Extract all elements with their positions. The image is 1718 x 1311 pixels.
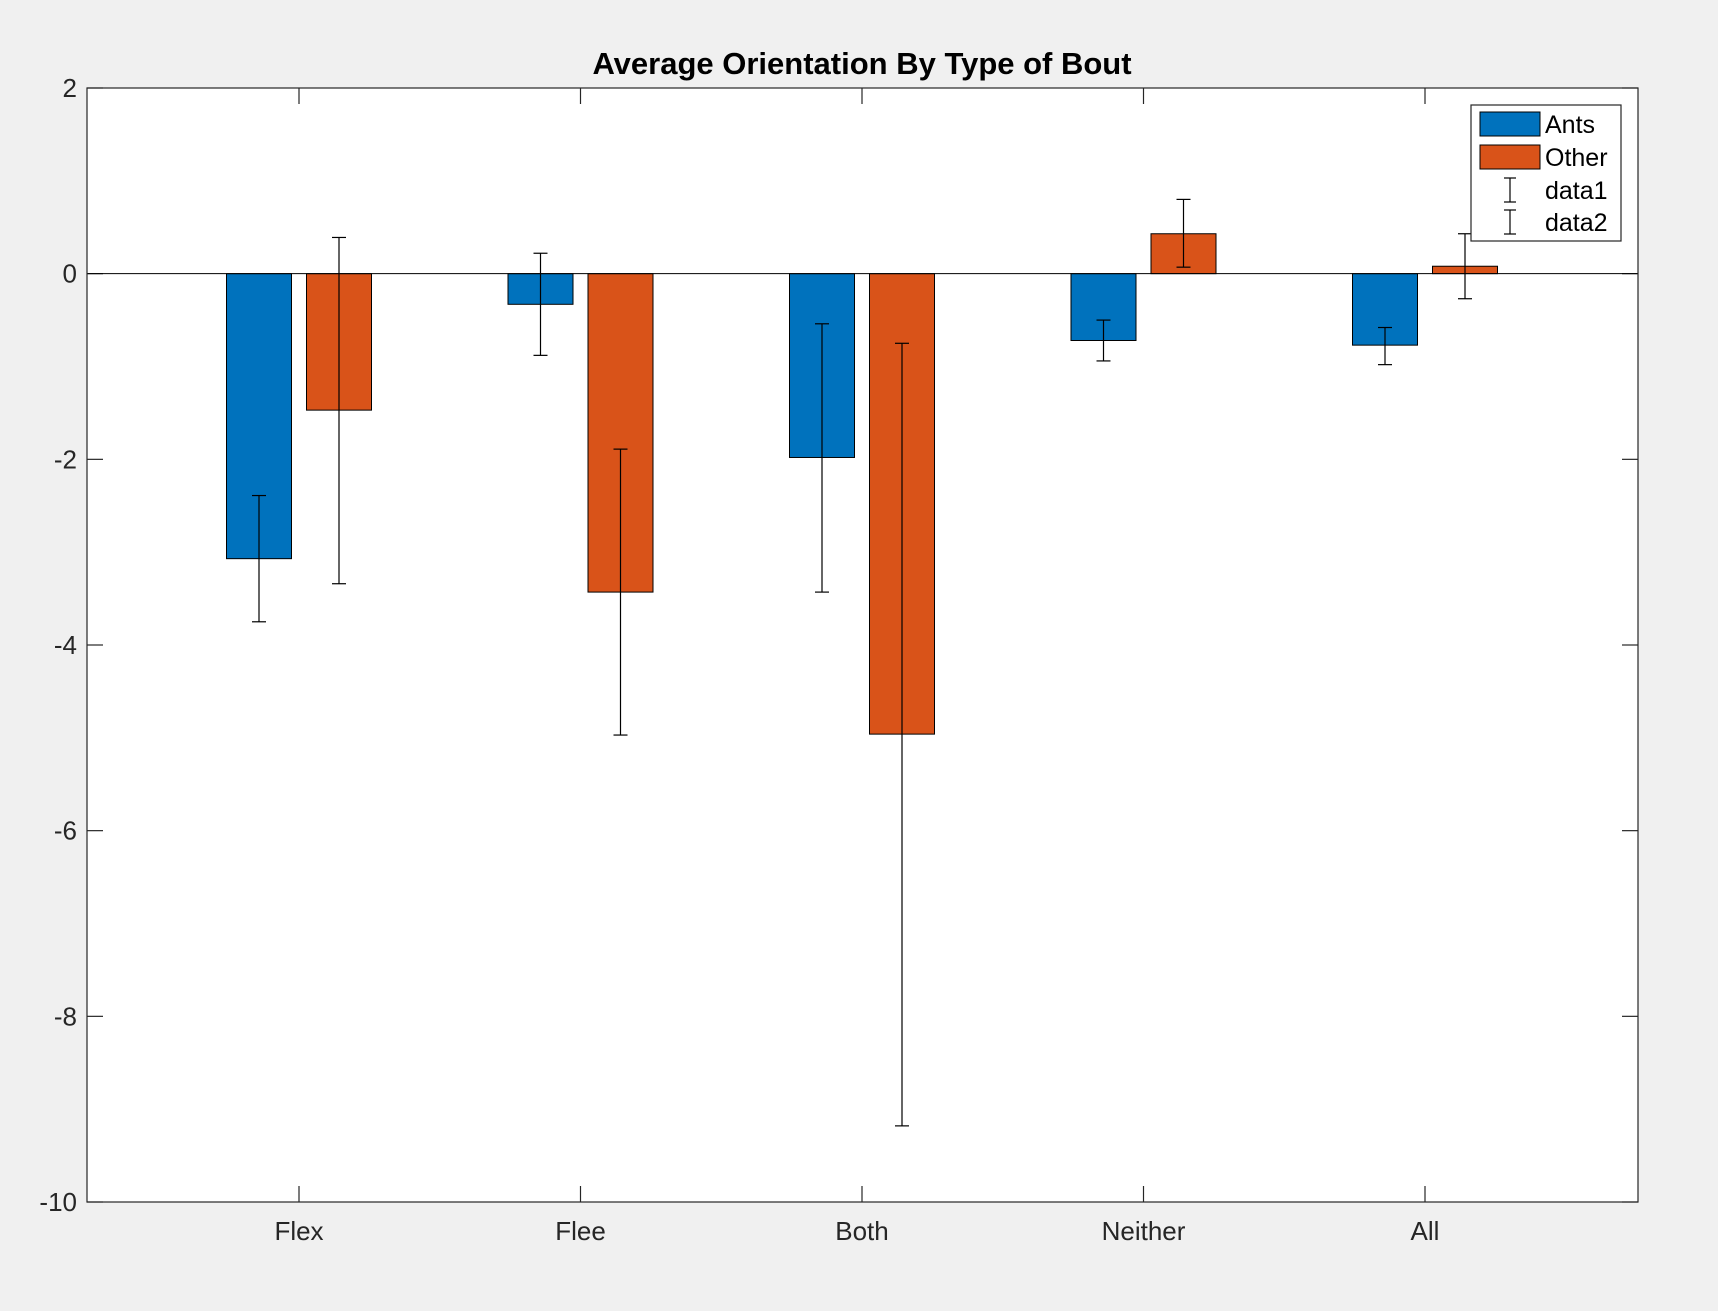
x-tick-label-flex: Flex <box>274 1216 323 1246</box>
legend-label-data2: data2 <box>1545 209 1608 237</box>
x-tick-label-flee: Flee <box>555 1216 606 1246</box>
y-tick-label: 0 <box>63 259 77 289</box>
legend-label-data1: data1 <box>1545 177 1608 205</box>
chart-title: Average Orientation By Type of Bout <box>592 46 1131 81</box>
y-tick-label: -8 <box>54 1001 77 1031</box>
x-tick-label-neither: Neither <box>1102 1216 1186 1246</box>
legend-swatch-ants <box>1479 111 1541 137</box>
legend-swatch-other <box>1479 144 1541 170</box>
y-tick-label: -4 <box>54 630 77 660</box>
x-tick-label-both: Both <box>835 1216 889 1246</box>
y-tick-label: -6 <box>54 816 77 846</box>
axes-box <box>86 87 1639 1203</box>
y-tick-label: -2 <box>54 444 77 474</box>
legend-label-ants: Ants <box>1545 111 1595 139</box>
y-tick-label: -10 <box>39 1187 77 1217</box>
y-tick-label: 2 <box>63 73 77 103</box>
legend-label-other: Other <box>1545 144 1608 172</box>
plot-area <box>87 88 1638 1202</box>
x-tick-label-all: All <box>1411 1216 1440 1246</box>
